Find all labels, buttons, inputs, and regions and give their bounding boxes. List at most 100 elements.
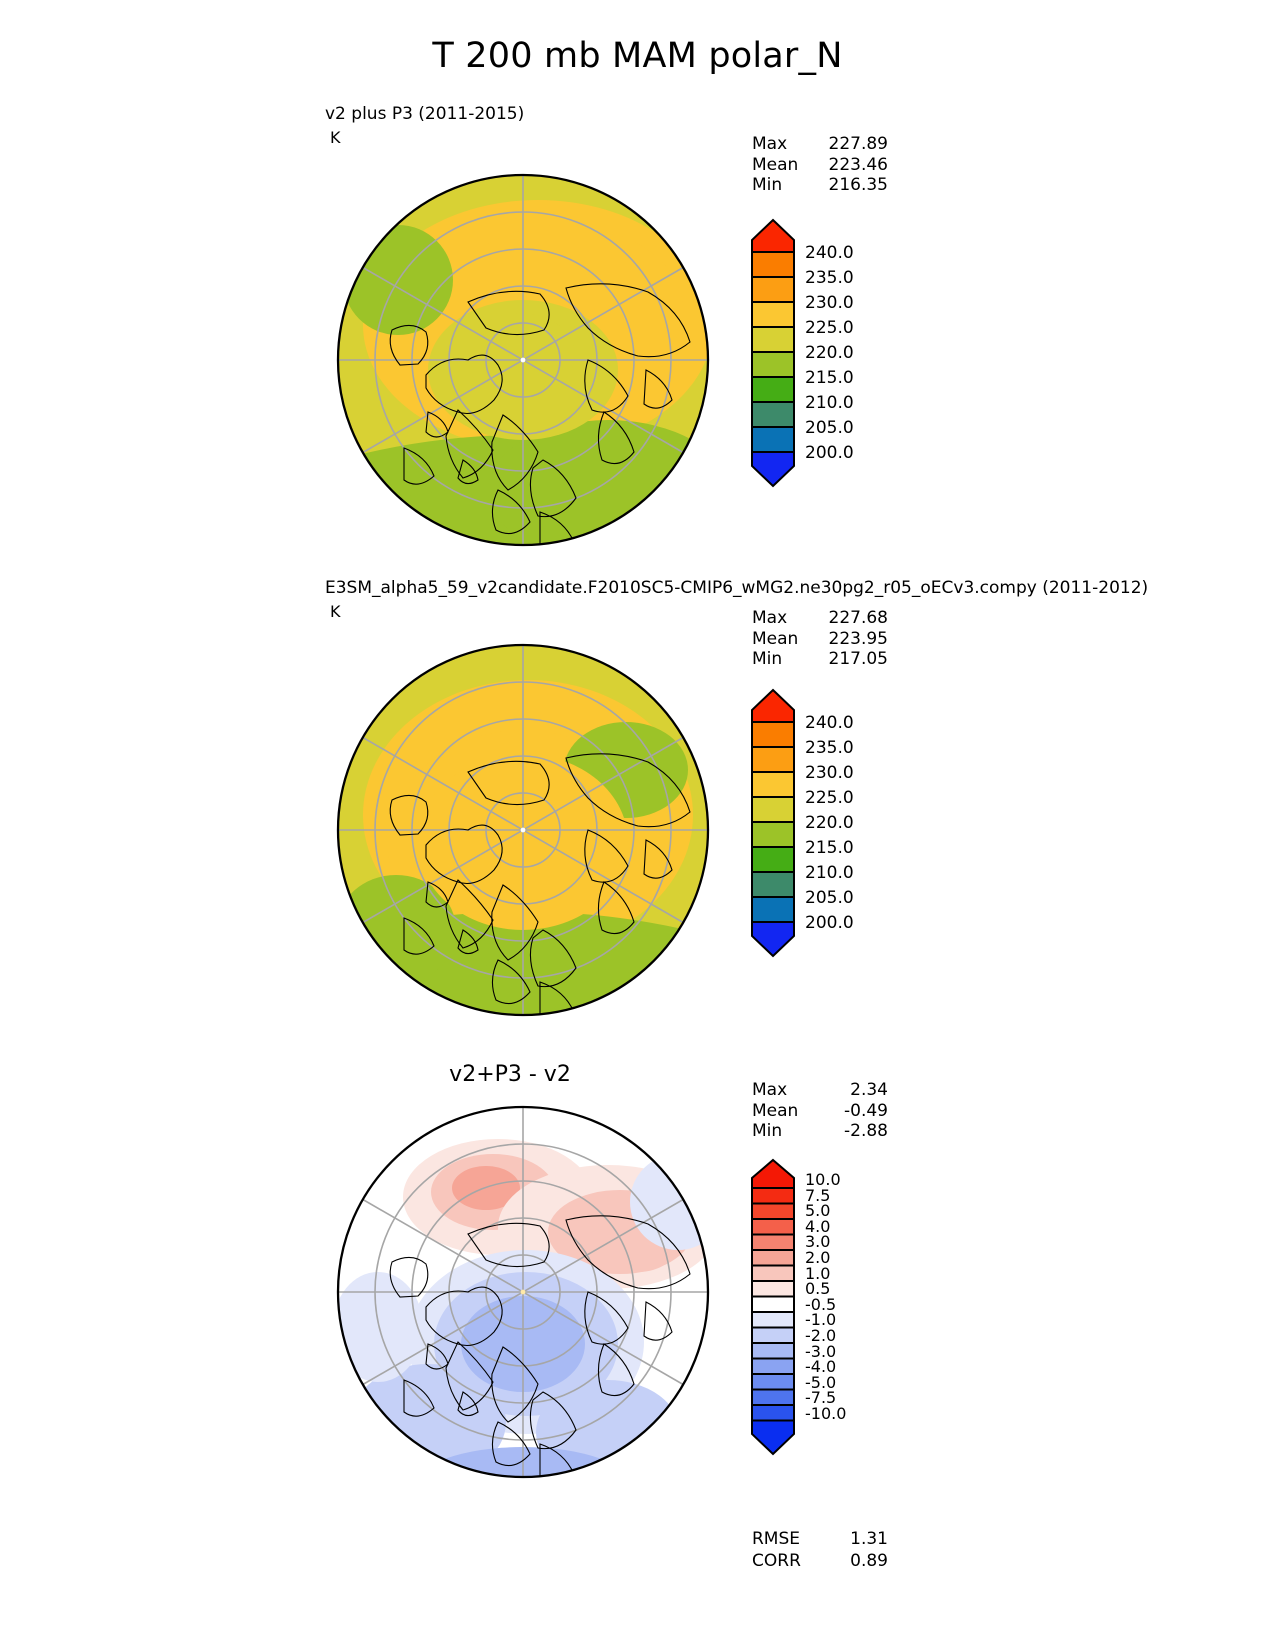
polar-map-reference bbox=[308, 630, 738, 1030]
stat-label: Min bbox=[752, 649, 783, 669]
footer-stat-value: 1.31 bbox=[850, 1529, 888, 1549]
stat-label: Max bbox=[752, 134, 788, 154]
stat-label: Max bbox=[752, 608, 788, 628]
colorbar-tick: -3.0 bbox=[805, 1341, 837, 1361]
colorbar-tick: 5.0 bbox=[805, 1201, 831, 1221]
panel-units-test: K bbox=[330, 128, 341, 147]
colorbar-tick: 235.0 bbox=[805, 268, 854, 288]
footer-stats-difference: RMSE 1.31 CORR 0.89 bbox=[752, 1528, 888, 1572]
colorbar-tick: 225.0 bbox=[805, 318, 854, 338]
stat-label: Min bbox=[752, 1121, 783, 1141]
coastlines bbox=[389, 753, 691, 1015]
map-svg bbox=[336, 1105, 710, 1479]
colorbar-tick: -5.0 bbox=[805, 1372, 837, 1392]
colorbar-tick: 220.0 bbox=[805, 343, 854, 363]
stat-label: Mean bbox=[752, 154, 799, 175]
stat-row: Mean -0.49 bbox=[752, 1101, 888, 1122]
stat-row: Mean 223.95 bbox=[752, 629, 888, 650]
stat-value: 2.34 bbox=[850, 1080, 888, 1100]
colorbar-tick: 205.0 bbox=[805, 888, 854, 908]
colorbar-tick: 225.0 bbox=[805, 788, 854, 808]
colorbar-tick: 7.5 bbox=[805, 1185, 831, 1205]
map-outline bbox=[336, 1105, 710, 1479]
stat-row: Max 227.68 bbox=[752, 608, 888, 629]
colorbar-svg bbox=[751, 218, 795, 488]
map-outline bbox=[336, 173, 710, 547]
colorbar-tick: 215.0 bbox=[805, 368, 854, 388]
footer-stat-row: RMSE 1.31 bbox=[752, 1528, 888, 1550]
colorbar-difference bbox=[750, 1158, 796, 1462]
colorbar-tick: 10.0 bbox=[805, 1170, 841, 1189]
colorbar-svg bbox=[751, 688, 795, 958]
stat-row: Max 227.89 bbox=[752, 134, 888, 155]
colorbar-tick: 215.0 bbox=[805, 838, 854, 858]
pole-marker bbox=[520, 827, 526, 833]
footer-stat-row: CORR 0.89 bbox=[752, 1550, 888, 1572]
stat-row: Mean 223.46 bbox=[752, 155, 888, 176]
panel-title-difference: v2+P3 - v2 bbox=[449, 1062, 571, 1087]
stat-value: 223.95 bbox=[828, 628, 888, 649]
pole-marker bbox=[520, 357, 526, 363]
panel-units-reference: K bbox=[330, 602, 341, 621]
colorbar-tick: 235.0 bbox=[805, 738, 854, 758]
colorbar-test bbox=[750, 218, 796, 492]
footer-stat-label: CORR bbox=[752, 1551, 801, 1571]
colorbar-tick: 2.0 bbox=[805, 1247, 831, 1267]
colorbar-tick: 3.0 bbox=[805, 1232, 831, 1252]
colorbar-tick: 210.0 bbox=[805, 863, 854, 883]
colorbar-labels-reference: 240.0 235.0 230.0 225.0 220.0 215.0 210.… bbox=[805, 711, 854, 936]
stat-label: Mean bbox=[752, 628, 799, 649]
colorbar-reference bbox=[750, 688, 796, 962]
colorbar-tick: 0.5 bbox=[805, 1279, 831, 1299]
colorbar-tick: 200.0 bbox=[805, 443, 854, 463]
stat-label: Max bbox=[752, 1080, 788, 1100]
colorbar-tick: -2.0 bbox=[805, 1325, 837, 1345]
stat-row: Min 216.35 bbox=[752, 175, 888, 196]
map-svg bbox=[336, 173, 710, 547]
panel-title-test: v2 plus P3 (2011-2015) bbox=[325, 104, 525, 124]
panel-title-reference: E3SM_alpha5_59_v2candidate.F2010SC5-CMIP… bbox=[325, 578, 1149, 598]
colorbar-tick: -0.5 bbox=[805, 1294, 837, 1314]
stat-value: -2.88 bbox=[844, 1121, 888, 1141]
figure-title: T 200 mb MAM polar_N bbox=[432, 36, 843, 76]
colorbar-tick: 230.0 bbox=[805, 293, 854, 313]
coastlines bbox=[389, 283, 691, 545]
colorbar-tick: -10.0 bbox=[805, 1403, 847, 1423]
coastlines bbox=[389, 1215, 691, 1477]
colorbar-tick: -7.5 bbox=[805, 1388, 837, 1408]
stat-row: Min -2.88 bbox=[752, 1121, 888, 1142]
stat-label: Mean bbox=[752, 1100, 799, 1121]
map-svg bbox=[336, 643, 710, 1017]
colorbar-svg bbox=[751, 1158, 795, 1456]
stats-block-test: Max 227.89 Mean 223.46 Min 216.35 bbox=[752, 134, 888, 196]
map-outline bbox=[336, 643, 710, 1017]
colorbar-tick: -4.0 bbox=[805, 1357, 837, 1377]
polar-map-difference bbox=[308, 1092, 738, 1492]
stats-block-reference: Max 227.68 Mean 223.95 Min 217.05 bbox=[752, 608, 888, 670]
footer-stat-label: RMSE bbox=[752, 1529, 801, 1549]
polar-map-test bbox=[308, 160, 738, 560]
colorbar-tick: 240.0 bbox=[805, 243, 854, 263]
colorbar-tick: 240.0 bbox=[805, 713, 854, 733]
footer-stat-value: 0.89 bbox=[850, 1551, 888, 1571]
stat-value: 223.46 bbox=[828, 154, 888, 175]
colorbar-tick: 200.0 bbox=[805, 913, 854, 933]
stat-value: 217.05 bbox=[828, 649, 888, 669]
colorbar-tick: 230.0 bbox=[805, 763, 854, 783]
colorbar-labels-difference: 10.0 7.5 5.0 4.0 3.0 2.0 1.0 0.5 -0.5 -1… bbox=[805, 1172, 846, 1422]
colorbar-tick: 4.0 bbox=[805, 1216, 831, 1236]
colorbar-tick: 220.0 bbox=[805, 813, 854, 833]
colorbar-tick: 210.0 bbox=[805, 393, 854, 413]
colorbar-labels-test: 240.0 235.0 230.0 225.0 220.0 215.0 210.… bbox=[805, 241, 854, 466]
colorbar-tick: -1.0 bbox=[805, 1310, 837, 1330]
stat-value: 216.35 bbox=[828, 175, 888, 195]
stat-row: Max 2.34 bbox=[752, 1080, 888, 1101]
pole-marker bbox=[520, 1289, 526, 1295]
colorbar-tick: 205.0 bbox=[805, 418, 854, 438]
stat-label: Min bbox=[752, 175, 783, 195]
stat-value: 227.89 bbox=[828, 134, 888, 154]
stat-value: 227.68 bbox=[828, 608, 888, 628]
colorbar-tick: 1.0 bbox=[805, 1263, 831, 1283]
stat-row: Min 217.05 bbox=[752, 649, 888, 670]
